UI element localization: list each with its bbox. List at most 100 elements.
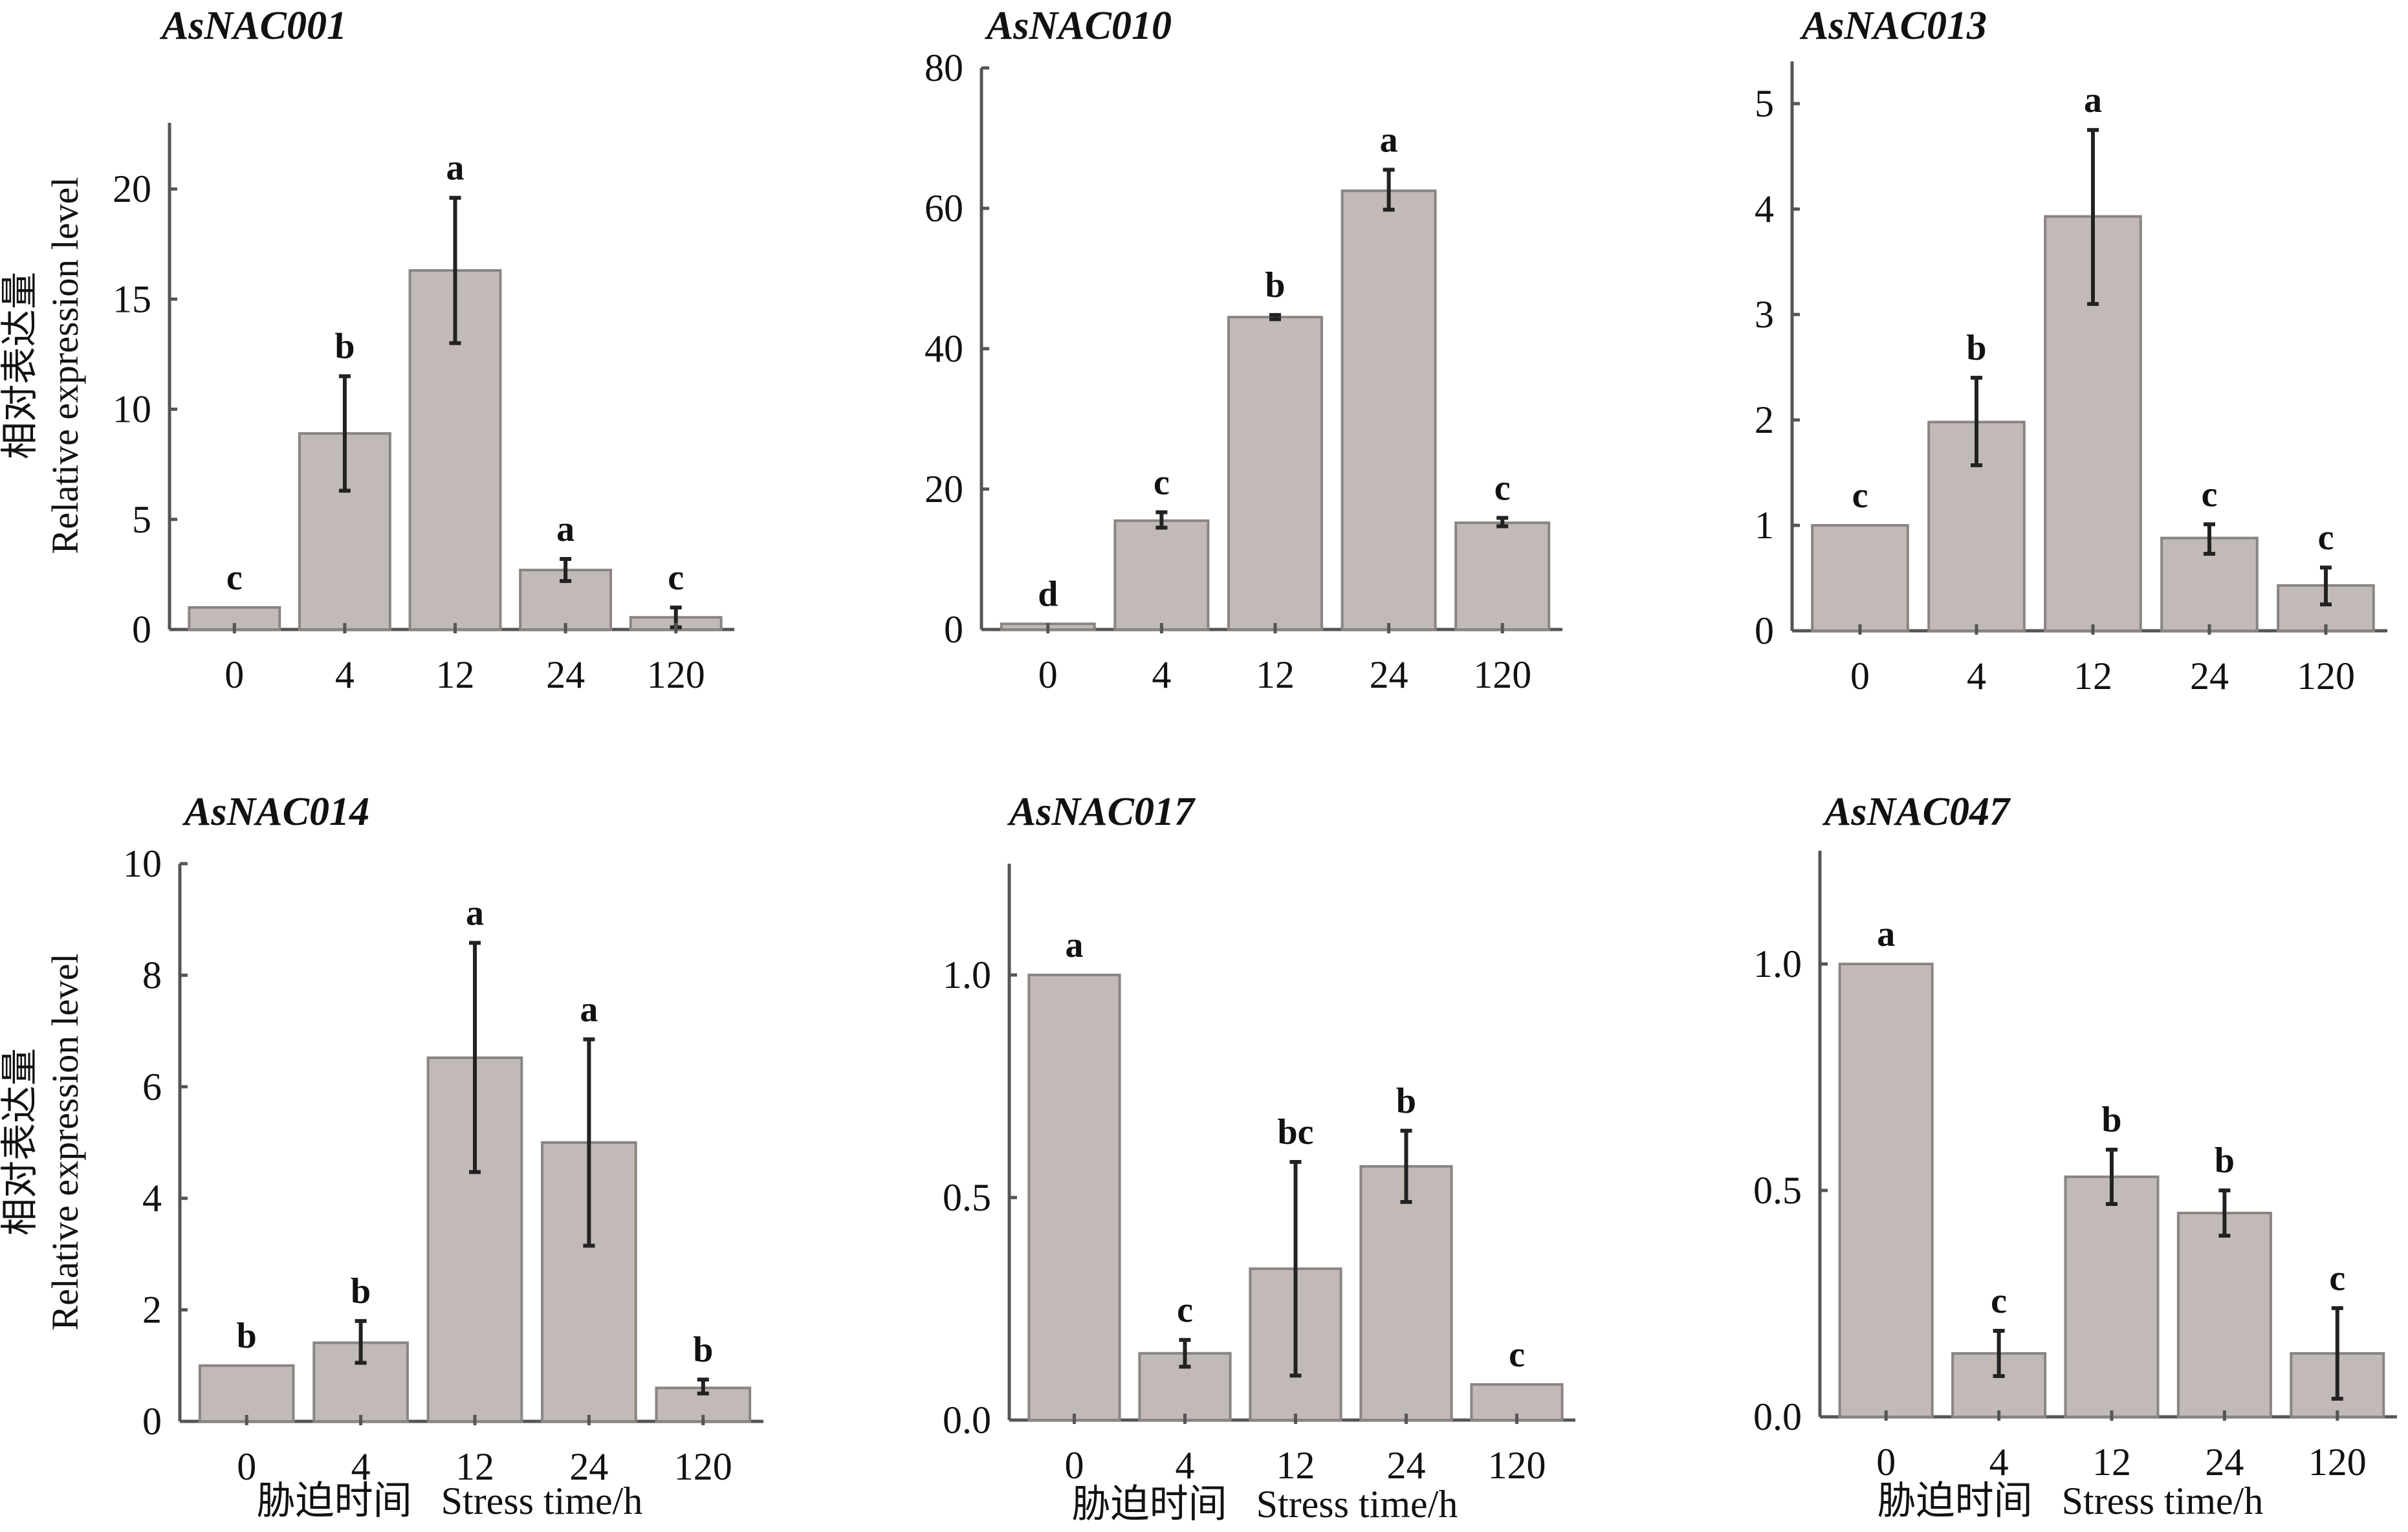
bar xyxy=(1341,189,1437,631)
chart-title: AsNAC013 xyxy=(1799,4,1987,48)
x-tick-label: 0 xyxy=(1876,1441,1896,1483)
x-tick-label: 120 xyxy=(2308,1441,2367,1483)
chart-panel-6: AsNAC047 0.0 0.5 1.0 0 a 4 c 12 b 24 b 120 c xyxy=(1753,790,2397,1483)
bar xyxy=(2064,1176,2160,1418)
bar xyxy=(1454,521,1551,631)
significance-label: b xyxy=(351,1271,371,1311)
bar xyxy=(1838,963,1934,1418)
significance-label: a xyxy=(1380,120,1398,160)
chart-title: AsNAC001 xyxy=(159,4,347,48)
y-tick-label: 3 xyxy=(1755,293,1774,336)
chart-panel-2: AsNAC010 0 20 40 60 80 0 d 4 c 12 b 24 a 120 c xyxy=(925,4,1562,696)
significance-label: a xyxy=(466,893,484,933)
xlabel-panel-6: 胁迫时间 Stress time/h xyxy=(1877,1480,2264,1522)
y-tick-label: 20 xyxy=(925,468,963,510)
y-tick-label: 80 xyxy=(925,47,963,89)
x-tick-label: 4 xyxy=(351,1445,371,1488)
y-tick-label: 0 xyxy=(142,1400,162,1443)
x-tick-label: 0 xyxy=(1065,1444,1084,1487)
xlabel-en: Stress time/h xyxy=(1256,1483,1458,1526)
x-tick-label: 0 xyxy=(224,653,244,696)
xlabel-cn: 胁迫时间 xyxy=(257,1480,412,1522)
y-tick-label: 2 xyxy=(1755,399,1774,441)
significance-label: c xyxy=(1154,463,1170,503)
chart-title: AsNAC014 xyxy=(182,790,369,834)
significance-label: a xyxy=(2084,80,2102,120)
y-tick-label: 1 xyxy=(1755,504,1774,547)
significance-label: c xyxy=(1852,476,1868,516)
x-tick-label: 12 xyxy=(2092,1441,2131,1483)
x-tick-label: 120 xyxy=(647,653,705,696)
x-tick-label: 120 xyxy=(674,1445,732,1488)
y-tick-label: 0.5 xyxy=(1753,1169,1802,1212)
y-tick-label: 2 xyxy=(142,1289,162,1331)
xlabel-cn: 胁迫时间 xyxy=(1877,1480,2033,1522)
ylabel-en: Relative expression level xyxy=(44,177,86,554)
x-tick-label: 24 xyxy=(2190,655,2229,697)
significance-label: b xyxy=(2215,1141,2235,1181)
y-tick-label: 0.0 xyxy=(1753,1395,1802,1438)
bar xyxy=(1811,524,1909,633)
x-tick-label: 120 xyxy=(1488,1444,1546,1487)
significance-label: c xyxy=(2318,518,2334,558)
significance-label: c xyxy=(668,558,684,598)
svg-text:胁迫时间 Stress time/h: 胁迫时间 Stress time/h xyxy=(257,1480,643,1522)
significance-label: b xyxy=(1966,328,1986,368)
y-tick-label: 10 xyxy=(123,842,162,885)
ylabel-row2: 相对表达量 Relative expression level xyxy=(0,953,86,1330)
x-tick-label: 4 xyxy=(1152,653,1171,696)
chart-title: AsNAC017 xyxy=(1007,790,1196,834)
xlabel-en: Stress time/h xyxy=(2062,1480,2264,1522)
chart-title: AsNAC010 xyxy=(984,4,1172,48)
x-tick-label: 12 xyxy=(455,1445,494,1488)
x-tick-label: 12 xyxy=(436,653,475,696)
bar xyxy=(1359,1165,1453,1421)
x-tick-label: 12 xyxy=(1256,653,1295,696)
bar xyxy=(198,1364,295,1423)
xlabel-panel-5: 胁迫时间 Stress time/h xyxy=(1072,1483,1458,1526)
y-tick-label: 0.5 xyxy=(943,1176,991,1219)
significance-label: b xyxy=(334,327,355,367)
significance-label: a xyxy=(1877,914,1895,954)
significance-label: c xyxy=(1177,1290,1193,1330)
ylabel-cn: 相对表达量 xyxy=(0,1048,41,1236)
x-tick-label: 0 xyxy=(237,1445,256,1488)
y-tick-label: 1.0 xyxy=(943,954,991,996)
chart-panel-5: AsNAC017 0.0 0.5 1.0 0 a 4 c 12 bc 24 b 120 c xyxy=(943,790,1575,1487)
xlabel-en: Stress time/h xyxy=(441,1480,643,1522)
y-tick-label: 4 xyxy=(1755,188,1774,230)
significance-label: a xyxy=(556,509,575,549)
y-tick-label: 4 xyxy=(142,1177,162,1220)
svg-text:胁迫时间 Stress time/h: 胁迫时间 Stress time/h xyxy=(1072,1483,1458,1526)
bar xyxy=(2277,584,2375,632)
y-tick-label: 40 xyxy=(925,327,963,370)
x-tick-label: 12 xyxy=(2074,655,2112,697)
significance-label: b xyxy=(1265,265,1285,305)
x-tick-label: 24 xyxy=(546,653,585,696)
y-tick-label: 5 xyxy=(132,498,151,541)
x-tick-label: 0 xyxy=(1850,655,1870,697)
y-tick-label: 0 xyxy=(1755,609,1774,652)
x-tick-label: 24 xyxy=(1387,1444,1426,1487)
y-tick-label: 0 xyxy=(944,608,963,651)
y-tick-label: 6 xyxy=(142,1066,162,1108)
x-tick-label: 0 xyxy=(1038,653,1058,696)
x-tick-label: 4 xyxy=(1176,1444,1195,1487)
significance-label: b xyxy=(693,1330,713,1370)
significance-label: b xyxy=(2101,1100,2121,1140)
x-tick-label: 120 xyxy=(1473,653,1531,696)
x-tick-label: 12 xyxy=(1276,1444,1315,1487)
significance-label: bc xyxy=(1278,1112,1314,1152)
significance-label: c xyxy=(2202,474,2218,514)
x-tick-label: 120 xyxy=(2297,655,2355,697)
x-tick-label: 24 xyxy=(569,1445,608,1488)
x-tick-label: 4 xyxy=(1967,655,1986,697)
x-tick-label: 24 xyxy=(1370,653,1408,696)
bar xyxy=(2176,1212,2272,1418)
significance-label: b xyxy=(1396,1081,1416,1121)
ylabel-en: Relative expression level xyxy=(44,953,86,1330)
bar xyxy=(1113,519,1210,631)
